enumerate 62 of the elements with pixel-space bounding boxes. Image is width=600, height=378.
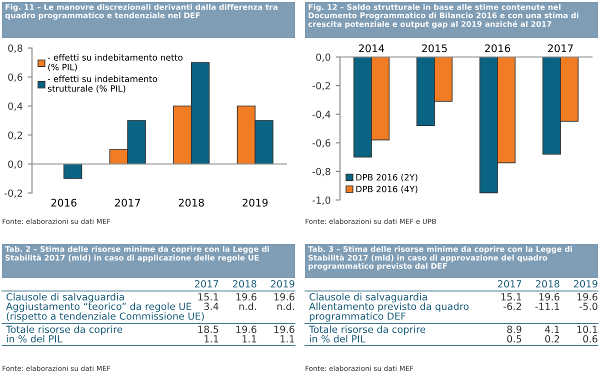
category-label: in % del PIL [310,335,366,343]
text: 19.6 [539,293,560,301]
y-tick-label: 0,4 [8,102,22,111]
text: 15.1 [198,293,218,301]
category-label: Aggiustamento “teorico” da regole UE (rispetto a tendenziale Commissione UE) [6,302,204,322]
y-tick-label: 0,6 [8,73,22,82]
text: 10.1 [577,326,598,334]
x-tick-label: 2016 [485,44,510,52]
y-tick-label: -0,2 [312,82,330,90]
text: -6.2 [504,302,522,310]
x-tick-label: 2015 [422,44,447,52]
text: 19.6 [274,293,294,301]
category-label: 2019 [574,280,598,288]
y-tick-label: -0,8 [312,168,330,176]
category-label: Allentamento previsto da quadro programmatico DEF [309,302,469,322]
y-tick-label: -0,6 [312,139,330,148]
y-tick-label: -0,2 [4,189,22,198]
text: 4.1 [545,326,560,333]
y-tick-label: -0,4 [312,110,330,120]
legend-label: - effetti su indebitamento netto (% PIL) [48,54,183,72]
text: 18.5 [198,326,218,334]
category-label: 2017 [498,280,522,288]
text: n.d. [277,302,294,310]
category-label: Totale risorse da coprire [308,326,426,335]
category-label: 2017 [194,280,218,288]
category-label: Clausole di salvaguardia [6,293,124,302]
category-label: 2018 [536,280,560,288]
category-label: in % del PIL [6,335,62,343]
legend-label: DPB 2016 (2Y) [356,174,418,182]
text: -5.0 [580,302,598,310]
y-tick-label: 0,0 [8,160,22,169]
text: 1.1 [204,335,218,342]
x-tick-label: 2017 [115,198,140,207]
category-label: Clausole di salvaguardia [310,293,427,302]
x-tick-label: 2017 [548,44,573,52]
text: 3.4 [204,302,218,310]
text: 19.6 [236,293,256,301]
category-label: 2019 [270,280,294,288]
text: 0.2 [545,335,560,343]
text: 0.5 [507,335,522,343]
category-label: Totale risorse da coprire [6,326,122,335]
y-tick-label: -1,0 [312,196,330,205]
x-tick-label: 2014 [359,44,384,52]
category-label: 2018 [232,280,256,288]
text: 1.1 [242,335,256,342]
y-tick-label: 0,2 [8,131,22,140]
legend-label: - effetti su indebitamento strutturale (% PIL) [48,75,158,93]
text: 19.6 [274,326,294,334]
text: 19.6 [236,326,256,334]
x-tick-label: 2016 [51,198,76,207]
text: 0.6 [583,335,598,343]
y-tick-label: 0,8 [8,44,22,53]
text: n.d. [239,302,256,310]
text: -11.1 [535,302,560,310]
y-tick-label: 0,0 [316,53,330,62]
text: 1.1 [280,335,294,342]
x-tick-label: 2018 [178,198,204,207]
text: 15.1 [501,293,522,301]
text: 8.9 [507,326,522,334]
legend-label: DPB 2016 (4Y) [356,186,418,194]
x-tick-label: 2019 [242,198,268,207]
text: 19.6 [577,293,598,301]
